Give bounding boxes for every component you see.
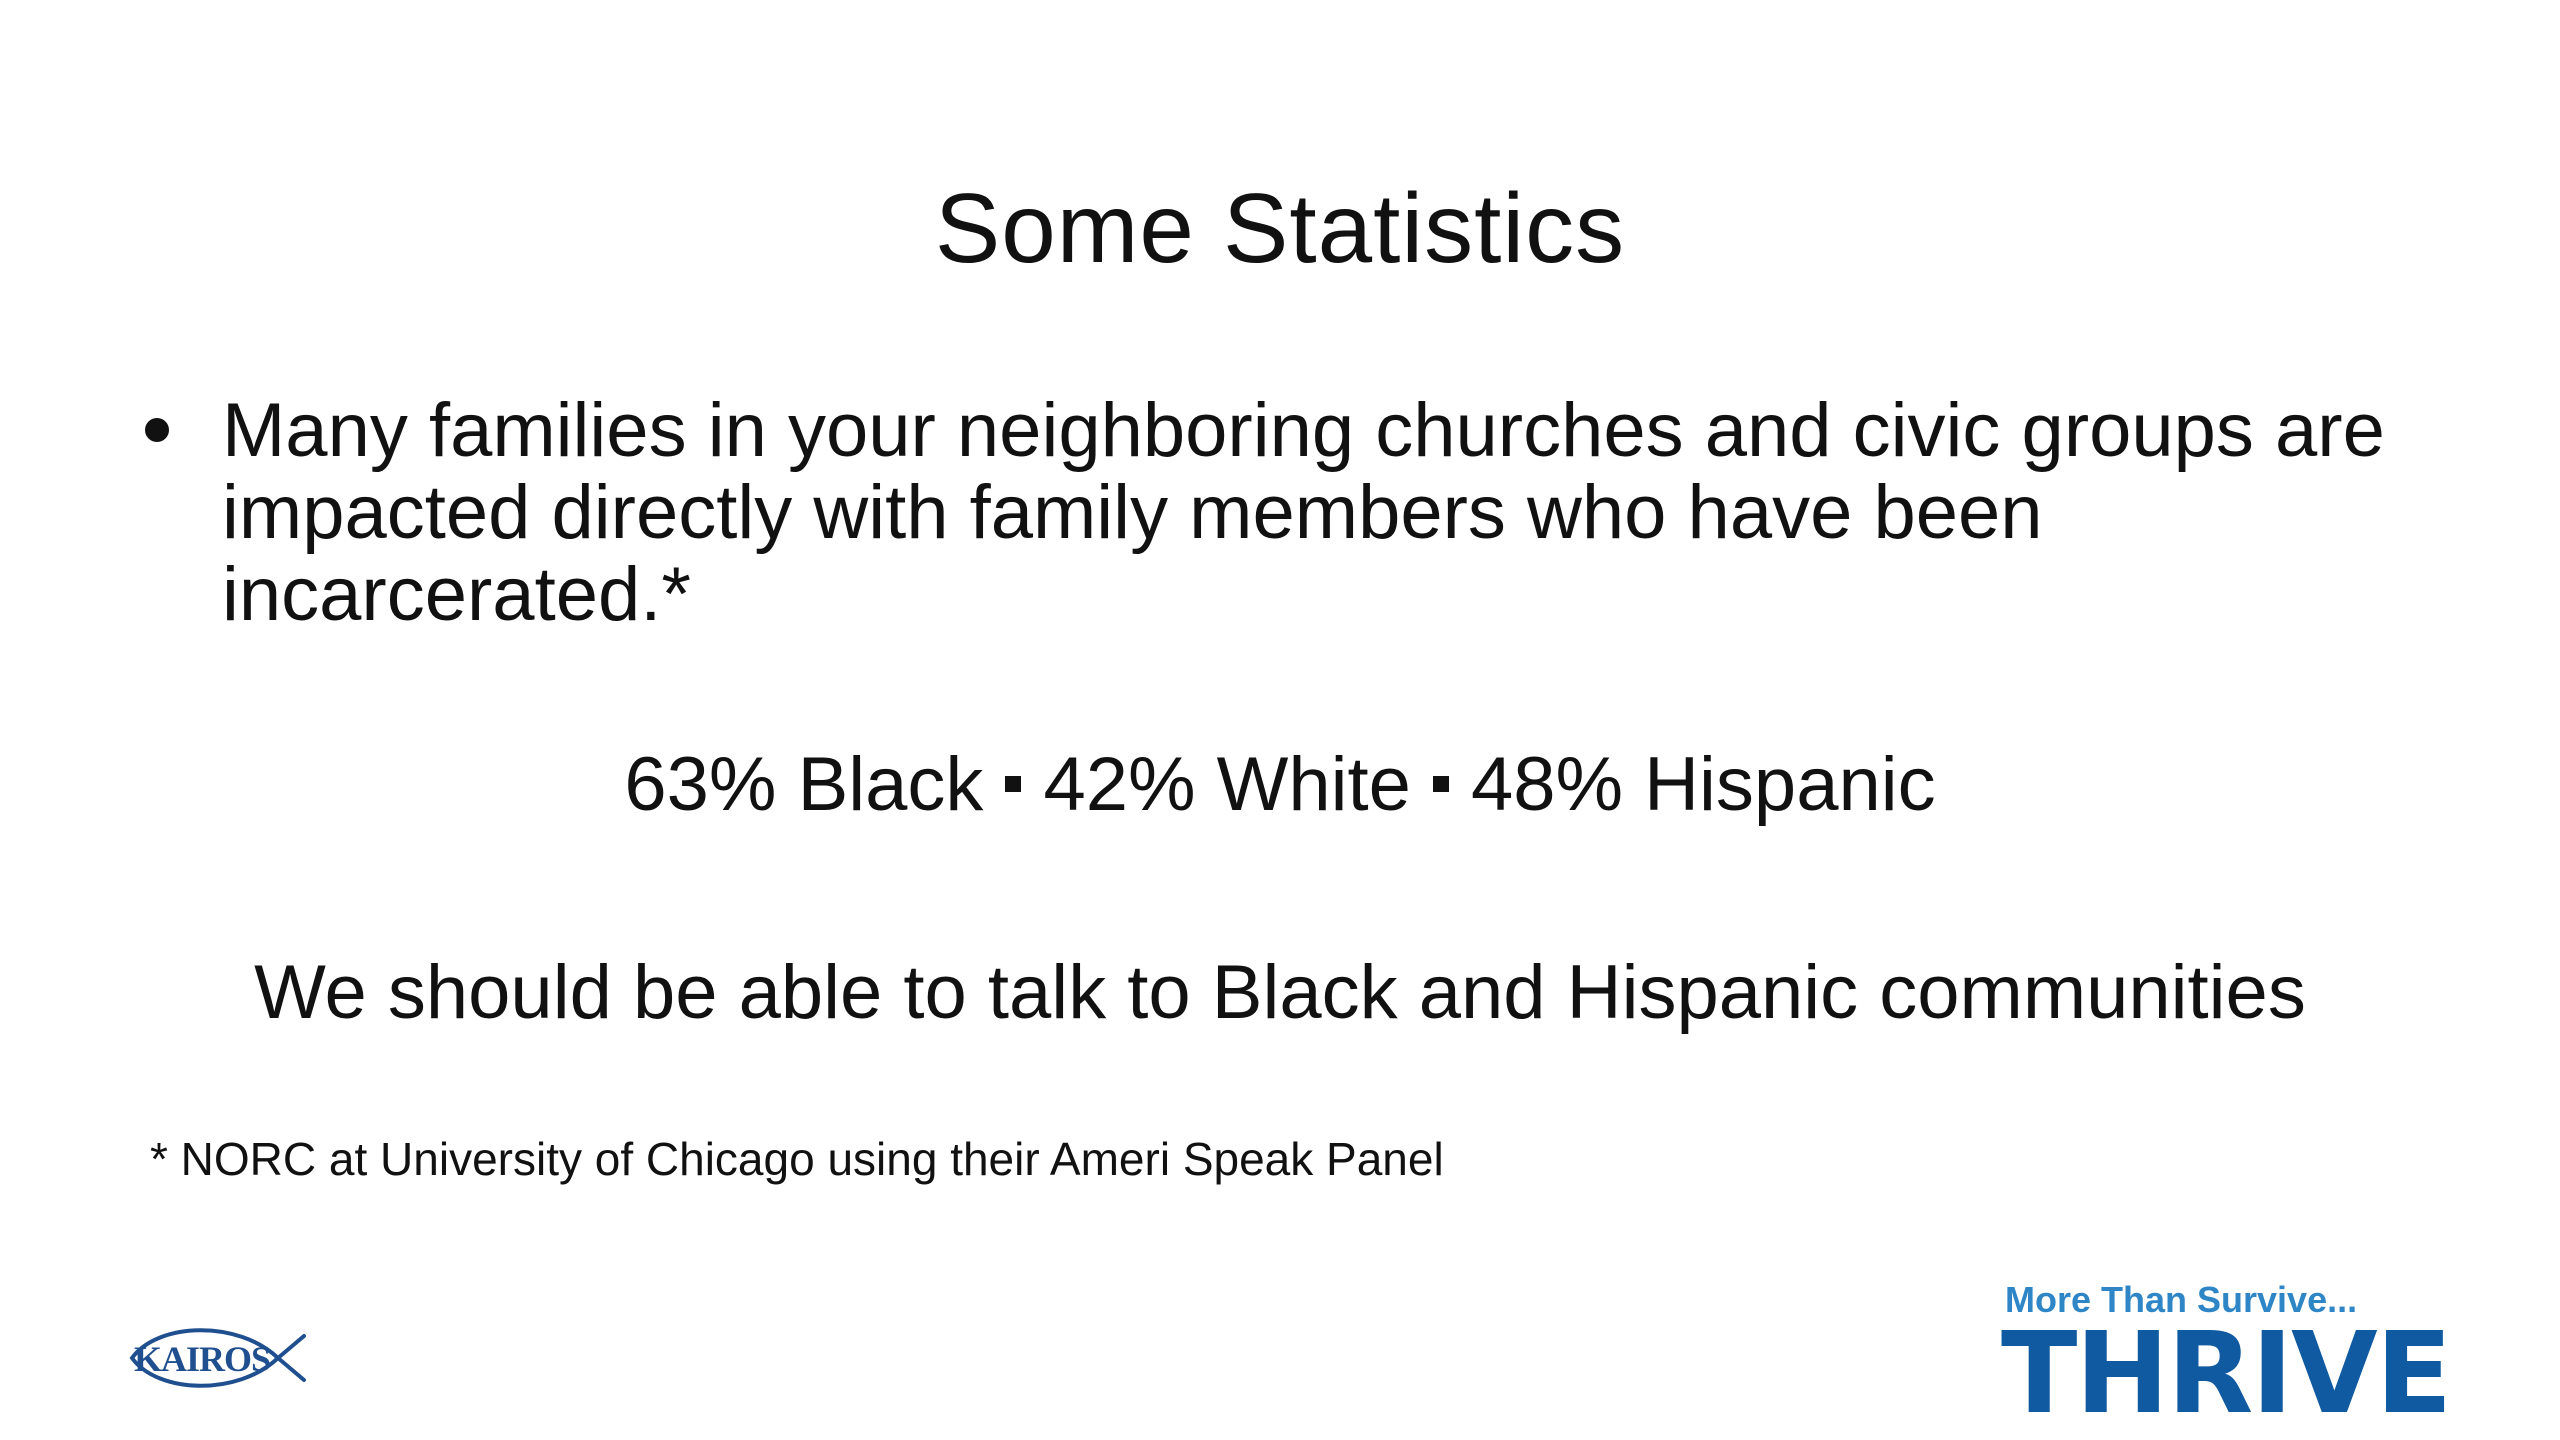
- kairos-fish-logo: KAIROS: [129, 1328, 306, 1388]
- thrive-wordmark: THRIVE: [2001, 1309, 2452, 1439]
- square-separator-icon: [1005, 775, 1022, 792]
- stat-white: 42% White: [1043, 742, 1411, 827]
- slide-title: Some Statistics: [934, 173, 1626, 283]
- svg-text:KAIROS: KAIROS: [134, 1339, 270, 1379]
- footnote: * NORC at University of Chicago using th…: [150, 1133, 1444, 1185]
- thrive-tagline: More Than Survive...: [2005, 1279, 2358, 1320]
- stat-black: 63% Black: [624, 742, 984, 827]
- square-separator-icon: [1432, 775, 1449, 792]
- bullet-text: Many families in your neighboring church…: [222, 388, 2385, 637]
- conclusion-text: We should be able to talk to Black and H…: [254, 950, 2306, 1035]
- bullet-dot-icon: [145, 418, 169, 442]
- thrive-logo: More Than Survive... THRIVE: [2001, 1278, 2452, 1434]
- stat-hispanic: 48% Hispanic: [1470, 742, 1936, 827]
- statistics-line: 63% Black 42% White 48% Hispanic: [0, 740, 2560, 830]
